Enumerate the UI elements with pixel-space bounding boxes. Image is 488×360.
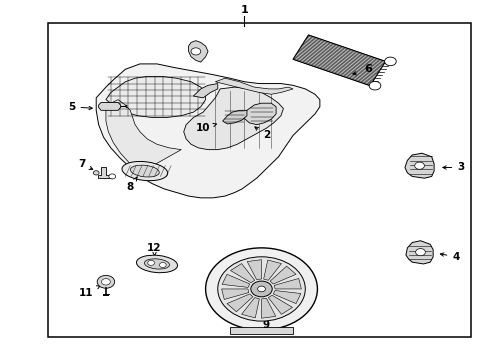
Polygon shape [226,294,252,312]
Circle shape [217,257,305,321]
Polygon shape [183,87,283,150]
Circle shape [257,286,265,292]
Polygon shape [405,241,432,264]
Circle shape [205,248,317,330]
Text: 2: 2 [254,127,269,140]
Bar [47,23,469,337]
Polygon shape [263,260,281,280]
Polygon shape [404,153,433,178]
Circle shape [415,249,425,256]
Text: 6: 6 [364,64,372,74]
Text: 11: 11 [79,286,100,297]
Polygon shape [221,289,248,300]
Polygon shape [215,78,292,94]
Circle shape [368,81,380,90]
Text: 1: 1 [240,5,248,15]
Polygon shape [106,76,205,117]
Polygon shape [188,41,207,62]
Circle shape [102,279,110,285]
Circle shape [97,275,115,288]
Polygon shape [193,84,217,98]
Polygon shape [273,291,300,303]
Circle shape [147,260,154,265]
Polygon shape [292,35,385,86]
Text: 4: 4 [440,252,459,262]
Text: 8: 8 [126,177,137,192]
Polygon shape [99,103,120,111]
Circle shape [191,48,201,55]
Text: 5: 5 [68,102,92,112]
Ellipse shape [130,165,159,177]
Polygon shape [244,103,276,125]
Polygon shape [106,76,205,117]
Polygon shape [274,278,301,289]
Polygon shape [222,111,246,124]
Polygon shape [230,264,254,283]
Text: 12: 12 [147,243,162,256]
Circle shape [384,57,395,66]
Circle shape [414,162,424,169]
Circle shape [250,281,272,297]
Polygon shape [261,298,275,318]
Polygon shape [96,64,319,198]
Circle shape [159,262,166,267]
Ellipse shape [136,255,177,273]
Polygon shape [247,260,261,280]
Circle shape [93,171,99,175]
Polygon shape [106,100,181,173]
Text: 9: 9 [261,314,269,330]
Polygon shape [241,298,259,318]
Text: 7: 7 [78,159,93,170]
Polygon shape [268,295,292,314]
Ellipse shape [122,161,167,181]
Polygon shape [222,274,249,287]
Ellipse shape [144,259,169,269]
Bar [229,327,292,334]
Polygon shape [98,167,112,178]
Text: 10: 10 [196,123,216,133]
Circle shape [109,174,116,179]
Polygon shape [269,266,295,284]
Text: 3: 3 [442,162,464,172]
